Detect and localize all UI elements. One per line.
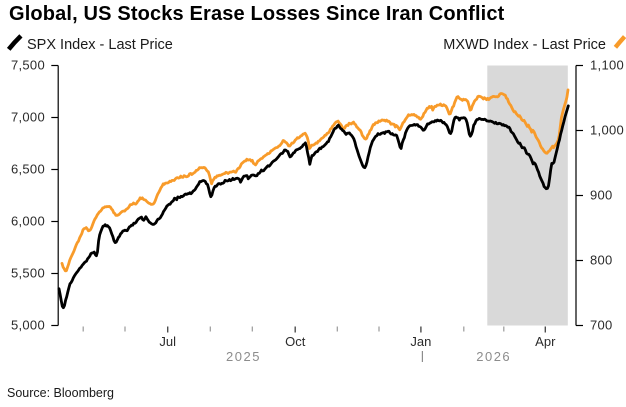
svg-text:800: 800 [590, 253, 613, 268]
svg-text:6,500: 6,500 [11, 162, 45, 177]
svg-text:7,000: 7,000 [11, 110, 45, 125]
svg-text:5,000: 5,000 [11, 318, 45, 333]
svg-text:Jan: Jan [410, 334, 431, 349]
svg-text:1,100: 1,100 [590, 58, 624, 73]
svg-text:6,000: 6,000 [11, 214, 45, 229]
svg-text:1,000: 1,000 [590, 123, 624, 138]
svg-text:Jul: Jul [159, 334, 176, 349]
svg-text:7,500: 7,500 [11, 58, 45, 73]
svg-text:900: 900 [590, 188, 613, 203]
svg-text:5,500: 5,500 [11, 266, 45, 281]
svg-text:Oct: Oct [285, 334, 306, 349]
svg-text:Apr: Apr [535, 334, 556, 349]
svg-text:700: 700 [590, 318, 613, 333]
svg-text:2025: 2025 [226, 349, 261, 364]
svg-text:2026: 2026 [476, 349, 511, 364]
